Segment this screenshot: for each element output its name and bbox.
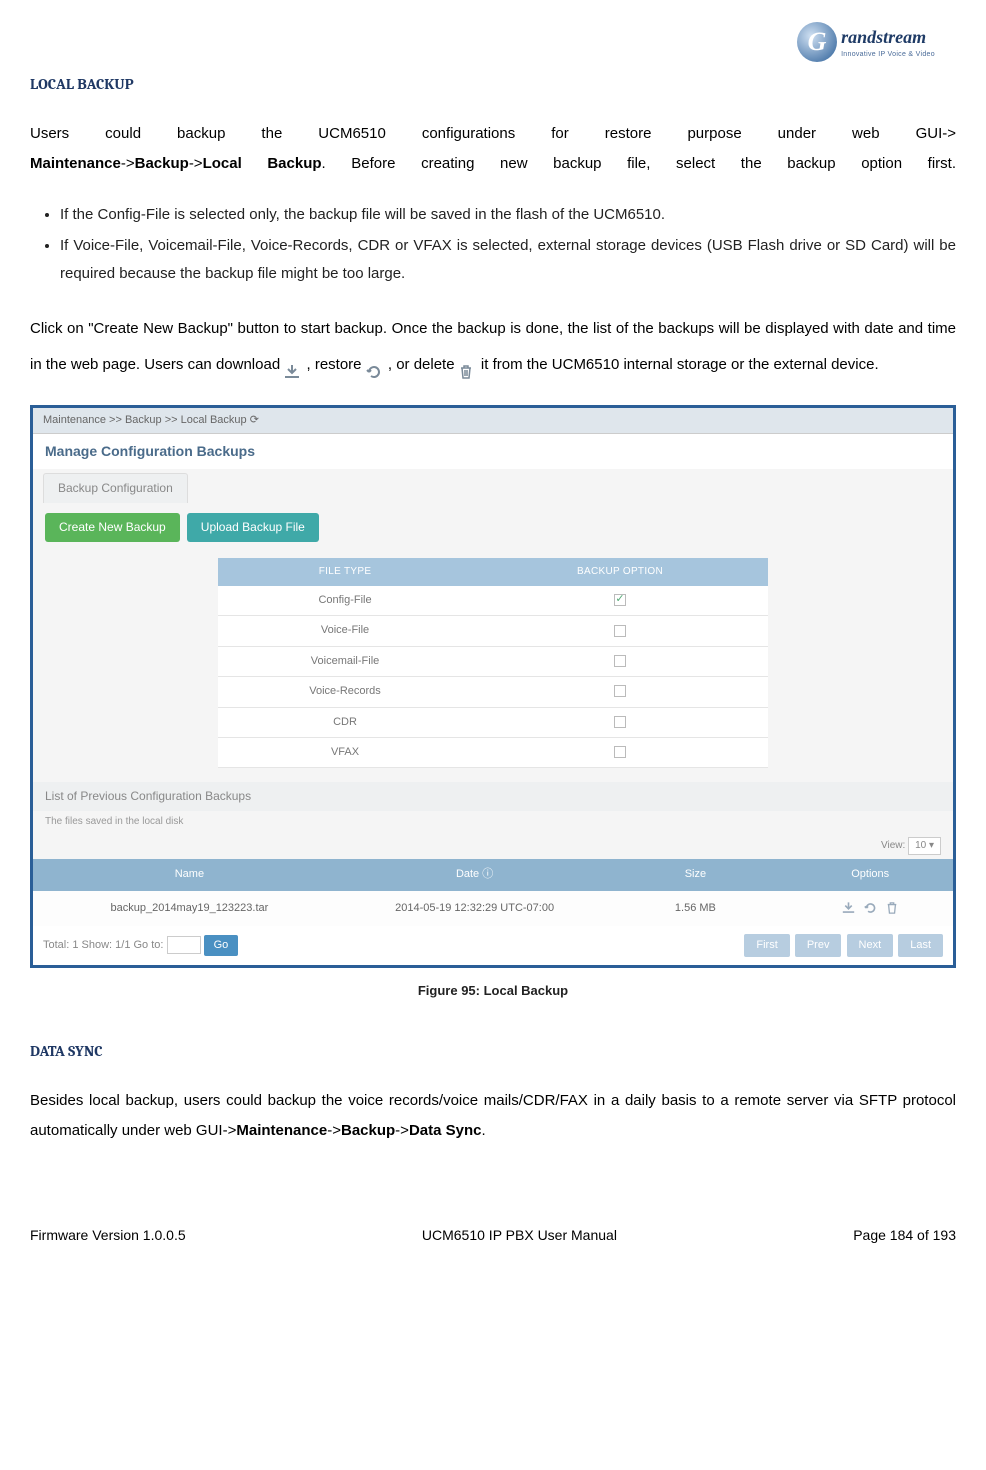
table-row: backup_2014may19_123223.tar 2014-05-19 1… xyxy=(33,891,953,926)
column-name[interactable]: Name xyxy=(33,859,346,890)
table-row: Voice-Records xyxy=(218,677,768,707)
table-row: Voice-File xyxy=(218,616,768,646)
upload-backup-file-button[interactable]: Upload Backup File xyxy=(187,513,319,542)
footer-page: Page 184 of 193 xyxy=(853,1226,956,1246)
logo-row: G randstream Innovative IP Voice & Video xyxy=(30,20,956,64)
delete-icon[interactable] xyxy=(883,902,901,914)
section-local-backup-heading: LOCAL BACKUP xyxy=(30,74,956,95)
page-footer: Firmware Version 1.0.0.5 UCM6510 IP PBX … xyxy=(30,1226,956,1246)
paragraph-data-sync: Besides local backup, users could backup… xyxy=(30,1086,956,1146)
view-selector: View: 10 ▾ xyxy=(33,833,953,859)
footer-title: UCM6510 IP PBX User Manual xyxy=(422,1226,617,1246)
table-row: Voicemail-File xyxy=(218,646,768,676)
breadcrumb-backup: Backup xyxy=(341,1122,395,1139)
logo-brand: randstream xyxy=(841,25,935,50)
checkbox-config-file[interactable] xyxy=(614,594,626,606)
breadcrumb-local-backup: Local Backup xyxy=(203,155,322,172)
backup-size: 1.56 MB xyxy=(603,891,787,926)
footer-firmware: Firmware Version 1.0.0.5 xyxy=(30,1226,186,1246)
restore-icon[interactable] xyxy=(861,902,880,914)
breadcrumb-maintenance: Maintenance xyxy=(30,155,121,172)
download-icon xyxy=(284,357,302,373)
section-data-sync-heading: DATA SYNC xyxy=(30,1041,956,1062)
local-disk-note: The files saved in the local disk xyxy=(33,811,953,833)
column-file-type: FILE TYPE xyxy=(218,558,472,586)
breadcrumb-backup: Backup xyxy=(135,155,189,172)
list-previous-backups-label: List of Previous Configuration Backups xyxy=(33,782,953,811)
next-page-button[interactable]: Next xyxy=(847,934,894,957)
go-button[interactable]: Go xyxy=(204,935,239,956)
prev-page-button[interactable]: Prev xyxy=(795,934,842,957)
checkbox-voicemail-file[interactable] xyxy=(614,655,626,667)
table-row: VFAX xyxy=(218,738,768,768)
restore-icon xyxy=(366,357,384,373)
breadcrumb: Maintenance >> Backup >> Local Backup ⟳ xyxy=(33,408,953,434)
para-text: Users could backup the UCM6510 configura… xyxy=(30,125,956,142)
pagination-info: Total: 1 Show: 1/1 Go to: Go xyxy=(43,935,238,956)
download-icon[interactable] xyxy=(839,902,858,914)
paragraph-actions: Click on "Create New Backup" button to s… xyxy=(30,311,956,383)
figure-local-backup-screenshot: Maintenance >> Backup >> Local Backup ⟳ … xyxy=(30,405,956,969)
checkbox-vfax[interactable] xyxy=(614,746,626,758)
checkbox-voice-records[interactable] xyxy=(614,685,626,697)
goto-page-input[interactable] xyxy=(167,936,201,954)
breadcrumb-data-sync: Data Sync xyxy=(409,1122,482,1139)
backup-name: backup_2014may19_123223.tar xyxy=(33,891,346,926)
backup-date: 2014-05-19 12:32:29 UTC-07:00 xyxy=(346,891,604,926)
last-page-button[interactable]: Last xyxy=(898,934,943,957)
figure-caption: Figure 95: Local Backup xyxy=(30,982,956,1000)
list-item: If the Config-File is selected only, the… xyxy=(60,201,956,230)
list-item: If Voice-File, Voicemail-File, Voice-Rec… xyxy=(60,232,956,289)
bullet-list: If the Config-File is selected only, the… xyxy=(60,201,956,289)
breadcrumb-maintenance: Maintenance xyxy=(236,1122,327,1139)
panel-title: Manage Configuration Backups xyxy=(33,434,953,470)
backups-grid: Name Date ⓘ Size Options backup_2014may1… xyxy=(33,859,953,926)
view-count-select[interactable]: 10 ▾ xyxy=(908,837,941,855)
paragraph-intro: Users could backup the UCM6510 configura… xyxy=(30,119,956,179)
column-options: Options xyxy=(787,859,953,890)
brand-logo: G randstream Innovative IP Voice & Video xyxy=(776,20,956,64)
column-size[interactable]: Size xyxy=(603,859,787,890)
delete-icon xyxy=(459,357,477,373)
table-row: CDR xyxy=(218,707,768,737)
backup-options-table: FILE TYPE BACKUP OPTION Config-File Voic… xyxy=(218,558,768,768)
table-row: Config-File xyxy=(218,586,768,616)
logo-mark: G xyxy=(797,22,837,62)
column-date[interactable]: Date ⓘ xyxy=(346,859,604,890)
create-new-backup-button[interactable]: Create New Backup xyxy=(45,513,180,542)
logo-tagline: Innovative IP Voice & Video xyxy=(841,50,935,60)
checkbox-cdr[interactable] xyxy=(614,716,626,728)
column-backup-option: BACKUP OPTION xyxy=(472,558,768,586)
first-page-button[interactable]: First xyxy=(744,934,789,957)
checkbox-voice-file[interactable] xyxy=(614,625,626,637)
tab-backup-configuration[interactable]: Backup Configuration xyxy=(43,473,188,503)
